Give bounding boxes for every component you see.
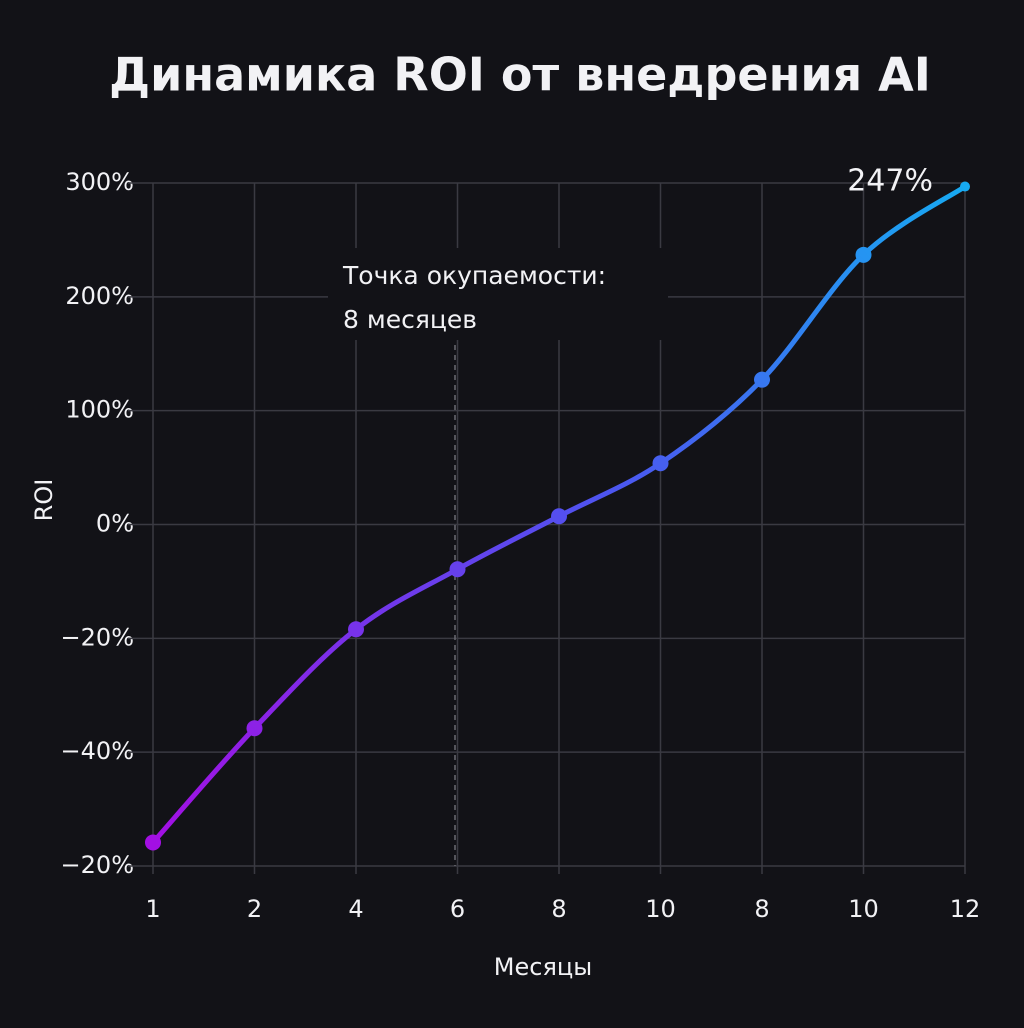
x-tick-label: 12 [950, 895, 981, 923]
x-tick-label: 4 [348, 895, 363, 923]
y-tick-label: −20% [61, 623, 134, 651]
y-tick-label: 0% [96, 510, 134, 538]
data-point [145, 834, 161, 851]
x-axis-label: Месяцы [494, 953, 592, 981]
data-point [652, 455, 669, 472]
x-tick-label: 8 [754, 895, 769, 923]
x-tick-label: 8 [551, 895, 566, 923]
data-point [754, 371, 770, 388]
y-tick-label: −40% [61, 737, 134, 765]
data-point [960, 181, 970, 192]
annotation: Точка окупаемости: [342, 261, 606, 290]
y-axis-label: ROI [30, 479, 58, 522]
data-point [246, 720, 263, 737]
y-tick-label: 100% [65, 396, 134, 424]
end-label: 247% [847, 164, 933, 199]
y-tick-label: 200% [65, 282, 134, 310]
x-tick-label: 2 [247, 895, 262, 923]
x-tick-label: 1 [145, 895, 160, 923]
chart-title: Динамика ROI от внедрения AI [109, 48, 931, 102]
annotation: 8 месяцев [343, 305, 477, 334]
data-point [449, 561, 466, 578]
data-point [348, 621, 364, 638]
x-tick-label: 10 [645, 895, 676, 923]
x-tick-label: 6 [450, 895, 465, 923]
y-tick-label: −20% [61, 851, 134, 879]
y-tick-label: 300% [65, 168, 134, 196]
annotation-box [328, 248, 668, 340]
data-point [855, 246, 872, 263]
data-point [551, 508, 567, 525]
x-tick-label: 10 [848, 895, 879, 923]
